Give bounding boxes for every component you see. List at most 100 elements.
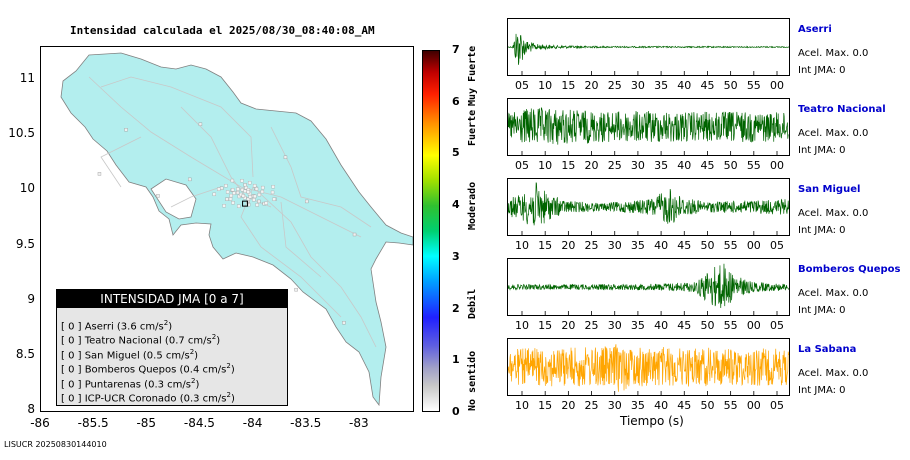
trace-tick-label: 50 [723, 79, 738, 92]
station-point [240, 179, 244, 183]
trace-tick-label: 55 [723, 319, 738, 332]
trace-tick-label: 35 [630, 239, 645, 252]
epicenter-marker [242, 200, 249, 207]
station-point [236, 187, 240, 191]
trace-tick-label: 00 [746, 319, 761, 332]
trace-tick-label: 40 [677, 159, 692, 172]
trace-tick-label: 25 [607, 159, 622, 172]
station-point [272, 197, 276, 201]
station-point [264, 201, 268, 205]
station-point [253, 194, 257, 199]
station-point [229, 193, 233, 198]
trace-tick-label: 25 [584, 399, 599, 412]
trace-tick-label: 30 [607, 319, 622, 332]
station-point [247, 181, 252, 185]
trace-time-axis: 10 15 20 25 30 35 40 45 50 55 00 05 [507, 399, 790, 413]
station-point [219, 186, 224, 190]
waveform-line [507, 263, 789, 309]
x-tick-label: -84 [242, 416, 263, 430]
station-point [212, 192, 216, 197]
legend-item: [ 0 ] San Miguel (0.5 cm/s2) [61, 347, 199, 362]
station-point [246, 190, 250, 194]
trace-tick-label: 55 [746, 159, 761, 172]
trace-tick-label: 45 [700, 159, 715, 172]
trace-tick-label: 05 [515, 79, 529, 92]
trace-tick-label: 40 [677, 79, 692, 92]
footer-code: LISUCR 20250830144010 [4, 440, 107, 449]
trace-tick-label: 00 [746, 239, 761, 252]
station-point [225, 190, 230, 194]
station-point [294, 287, 298, 292]
trace-tick-label: 35 [654, 79, 669, 92]
trace-tick-label: 35 [654, 159, 669, 172]
map-title: Intensidad calculada el 2025/08/30_08:40… [70, 24, 375, 37]
road-network [88, 76, 377, 348]
trace-tick-label: 10 [515, 239, 529, 252]
trace-tick-label: 20 [561, 399, 576, 412]
x-tick-label: -85 [136, 416, 157, 430]
jma-color-scale [422, 50, 440, 412]
trace-tick-label: 45 [677, 319, 692, 332]
scale-tick: 1 [452, 353, 460, 367]
trace-tick-label: 30 [630, 159, 645, 172]
trace-tick-label: 50 [700, 239, 715, 252]
y-tick-label: 11 [19, 71, 35, 86]
y-tick-label: 10 [19, 181, 35, 196]
trace-tick-label: 25 [584, 239, 599, 252]
scale-category: Muy Fuerte [467, 46, 478, 107]
trace-plot [507, 18, 790, 76]
trace-plot [507, 338, 790, 396]
trace-tick-label: 35 [630, 319, 645, 332]
trace-tick-label: 45 [677, 399, 692, 412]
nicoya-gulf [150, 178, 197, 220]
scale-tick: 2 [452, 301, 460, 315]
legend-item: [ 0 ] Teatro Nacional (0.7 cm/s2) [61, 333, 221, 347]
legend-items: [ 0 ] Aserri (3.6 cm/s2)[ 0 ] Teatro Nac… [57, 316, 287, 405]
trace-tick-label: 10 [538, 79, 553, 92]
x-tick-label: -83.5 [290, 416, 322, 430]
station-point [235, 190, 240, 195]
scale-category: Fuerte [467, 109, 478, 146]
trace-time-axis: 05 10 15 20 25 30 35 40 45 50 55 00 [507, 159, 790, 173]
trace-tick-label: 15 [538, 319, 553, 332]
station-point [352, 232, 357, 237]
trace-plot [507, 178, 790, 236]
station-point [97, 172, 102, 176]
station-point [241, 194, 246, 198]
trace-tick-label: 05 [515, 159, 529, 172]
trace-plot [507, 258, 790, 316]
trace-tick-label: 15 [538, 399, 553, 412]
scale-tick: 6 [452, 94, 460, 108]
trace-tick-label: 40 [654, 319, 669, 332]
legend-item-text: [ 0 ] San Miguel (0.5 cm/s [61, 350, 190, 362]
trace-time-axis: 10 15 20 25 30 35 40 45 50 55 00 05 [507, 239, 790, 253]
station-point [244, 186, 248, 190]
trace-tick-label: 20 [584, 79, 599, 92]
waveform [507, 107, 789, 155]
trace-tick-label: 40 [654, 399, 669, 412]
trace-time-axis: 05 10 15 20 25 30 35 40 45 50 55 00 [507, 79, 790, 93]
x-tick-label: -83 [349, 416, 369, 430]
trace-tick-label: 55 [723, 399, 738, 412]
trace-tick-label: 55 [723, 239, 738, 252]
scale-category: Debil [467, 288, 478, 319]
station-point [124, 128, 128, 132]
trace-tick-label: 30 [607, 399, 622, 412]
station-point [222, 204, 226, 208]
trace-tick-label: 05 [770, 319, 784, 332]
trace-max-accel: Acel. Max. 0.0 [798, 208, 869, 219]
trace-max-accel: Acel. Max. 0.0 [798, 48, 869, 59]
legend-item-text: [ 0 ] ICP-UCR Coronado (0.3 cm/s [61, 393, 227, 405]
trace-tick-label: 00 [746, 399, 761, 412]
trace-max-accel: Acel. Max. 0.0 [798, 288, 869, 299]
legend-item-text: [ 0 ] Puntarenas (0.3 cm/s [61, 378, 191, 390]
trace-station-name: La Sabana [798, 344, 857, 355]
station-point [261, 185, 265, 190]
trace-tick-label: 30 [630, 79, 645, 92]
station-point [237, 204, 241, 208]
trace-tick-label: 45 [700, 79, 715, 92]
legend-item-text: [ 0 ] Bomberos Quepos (0.4 cm/s [61, 364, 227, 376]
station-point [198, 122, 203, 126]
scale-category: Moderado [467, 181, 478, 230]
x-tick-label: -86 [30, 416, 50, 430]
